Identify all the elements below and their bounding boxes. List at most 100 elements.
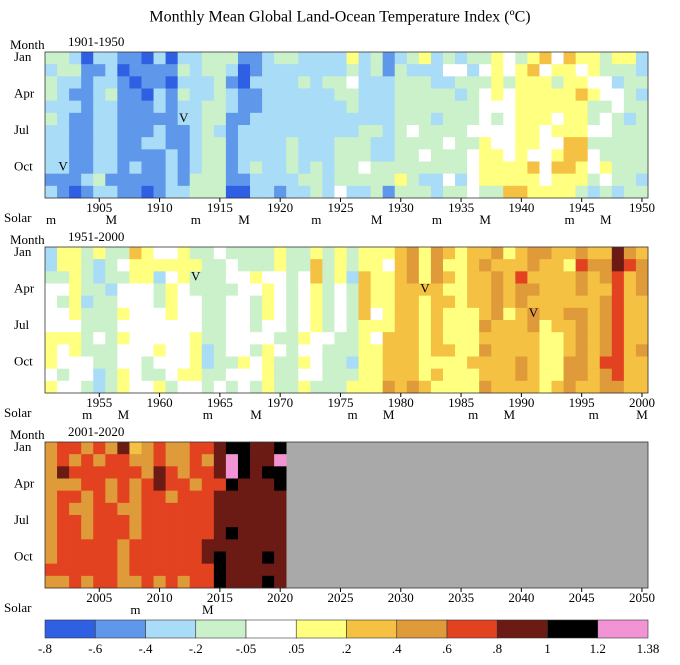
- cell: [551, 52, 564, 65]
- x-tick-label: 2010: [147, 590, 173, 605]
- cell: [358, 76, 371, 89]
- cell: [394, 283, 408, 296]
- cell: [189, 76, 203, 89]
- cell: [189, 551, 203, 564]
- cell: [358, 137, 371, 150]
- cell: [286, 149, 299, 162]
- cell: [237, 442, 251, 455]
- cell: [455, 64, 468, 77]
- cell: [575, 100, 588, 114]
- cell: [551, 100, 564, 114]
- cell: [274, 295, 287, 309]
- x-tick-label: 1960: [147, 395, 173, 410]
- cell: [225, 527, 239, 540]
- cell: [515, 88, 528, 101]
- cell: [69, 344, 82, 357]
- cell: [201, 185, 215, 199]
- cell: [45, 100, 58, 114]
- y-axis-label: Month: [10, 37, 45, 52]
- cell: [418, 112, 432, 126]
- cell: [129, 52, 142, 65]
- cell: [93, 112, 106, 126]
- cell: [262, 247, 275, 260]
- cell: [310, 283, 323, 296]
- cell: [177, 307, 191, 321]
- cell: [153, 527, 166, 540]
- cell: [551, 356, 564, 369]
- cell: [105, 356, 118, 369]
- cell: [406, 356, 420, 369]
- cell: [189, 64, 203, 77]
- cell: [81, 502, 94, 516]
- cell: [382, 64, 396, 77]
- y-tick-label: Apr: [14, 476, 35, 491]
- cell: [105, 478, 118, 491]
- cell: [358, 149, 371, 162]
- cell: [527, 271, 540, 284]
- cell: [237, 173, 251, 187]
- cell: [129, 283, 142, 296]
- cell: [418, 52, 432, 65]
- cell: [298, 64, 311, 77]
- cell: [370, 344, 383, 357]
- cell: [467, 332, 480, 345]
- cell: [442, 88, 456, 101]
- cell: [430, 344, 444, 357]
- cell: [455, 259, 468, 272]
- cell: [635, 368, 649, 382]
- cell: [81, 356, 94, 369]
- cell: [165, 454, 178, 467]
- cell: [286, 76, 299, 89]
- cell: [515, 307, 528, 321]
- solar-marker: M: [504, 407, 516, 422]
- cell: [623, 161, 637, 174]
- cell: [237, 551, 251, 564]
- colorbar-segment: [547, 619, 599, 639]
- cell: [81, 515, 94, 528]
- cell: [201, 112, 215, 126]
- cell: [250, 356, 263, 369]
- cell: [442, 380, 456, 394]
- cell: [201, 527, 215, 540]
- cell: [93, 515, 106, 528]
- cell: [262, 502, 275, 516]
- cell: [93, 52, 106, 65]
- cell: [262, 380, 275, 394]
- cell: [153, 112, 166, 126]
- cell: [430, 64, 444, 77]
- cell: [165, 137, 178, 150]
- cell: [418, 247, 432, 260]
- cell: [57, 563, 70, 577]
- cell: [358, 100, 371, 114]
- cell: [527, 307, 540, 321]
- cell: [346, 271, 359, 284]
- cell: [491, 307, 504, 321]
- cell: [274, 490, 287, 504]
- cell: [382, 247, 396, 260]
- cell: [274, 100, 287, 114]
- cell: [370, 149, 383, 162]
- cell: [479, 76, 492, 89]
- cell: [322, 332, 335, 345]
- cell: [141, 247, 154, 260]
- cell: [177, 295, 191, 309]
- cell: [298, 295, 311, 309]
- cell: [165, 368, 178, 382]
- x-tick-label: 2050: [629, 590, 655, 605]
- cell: [346, 185, 359, 199]
- x-tick-label: 2045: [569, 590, 595, 605]
- cell: [515, 149, 528, 162]
- cell: [274, 527, 287, 540]
- cell: [93, 551, 106, 564]
- cell: [165, 149, 178, 162]
- cell: [250, 247, 263, 260]
- cell: [479, 52, 492, 65]
- cell: [358, 368, 371, 382]
- cell: [503, 100, 516, 114]
- cell: [322, 112, 335, 126]
- cell: [467, 185, 480, 199]
- cell: [611, 283, 625, 296]
- cell: [105, 259, 118, 272]
- cell: [515, 283, 528, 296]
- cell: [262, 442, 275, 455]
